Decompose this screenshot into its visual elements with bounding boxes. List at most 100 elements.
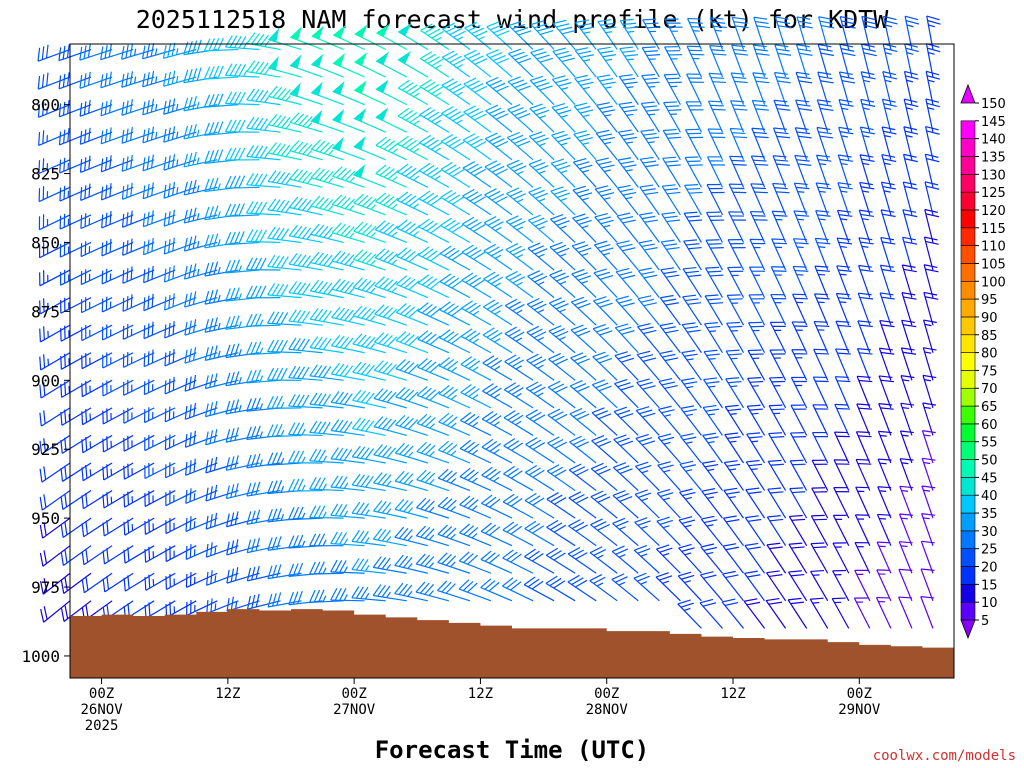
barb-half <box>413 120 420 126</box>
barb-full <box>443 303 455 313</box>
wind-barb <box>60 572 92 594</box>
barb-shaft <box>484 138 513 161</box>
barb-full <box>700 543 715 548</box>
wind-barb <box>837 154 854 188</box>
barb-shaft <box>773 72 787 105</box>
barb-half <box>364 565 370 572</box>
barb-full <box>747 546 761 550</box>
barb-full <box>169 601 172 616</box>
wind-barb <box>288 309 323 326</box>
barb-full <box>882 241 896 245</box>
barb-full <box>815 237 829 241</box>
barb-full <box>925 240 939 245</box>
barb-shaft <box>482 390 513 409</box>
barb-shaft <box>769 349 787 381</box>
barb-shaft <box>351 597 386 602</box>
wind-barb <box>772 182 790 216</box>
barb-full <box>579 136 593 142</box>
barb-shaft <box>923 292 934 326</box>
wind-barb <box>545 547 576 574</box>
barb-full <box>403 501 414 512</box>
wind-barb <box>246 60 281 78</box>
barb-full <box>293 113 304 125</box>
barb-full <box>58 131 62 145</box>
barb-half <box>883 190 891 193</box>
wind-barb <box>612 462 639 491</box>
barb-half <box>264 152 269 159</box>
barb-full <box>441 498 453 509</box>
barb-shaft <box>633 549 660 574</box>
wind-barb <box>660 239 681 271</box>
barb-full <box>163 128 167 143</box>
barb-full <box>339 448 348 461</box>
barb-full <box>401 82 414 91</box>
barb-shaft <box>373 454 407 464</box>
barb-full <box>468 388 480 398</box>
wind-barb <box>163 154 197 171</box>
barb-shaft <box>699 574 723 602</box>
colorbar-swatch <box>960 494 976 514</box>
wind-barb <box>923 264 939 298</box>
barb-full <box>225 372 231 386</box>
barb-full <box>408 308 420 318</box>
barb-full <box>684 184 699 186</box>
barb-full <box>142 213 146 227</box>
barb-shaft <box>225 102 260 106</box>
barb-shaft <box>920 596 934 629</box>
barb-shaft <box>594 216 618 243</box>
barb-full <box>925 185 940 190</box>
barb-full <box>900 402 915 406</box>
barb-full <box>836 265 851 268</box>
barb-half <box>515 420 522 426</box>
barb-half <box>648 113 656 116</box>
barb-full <box>104 156 108 171</box>
wind-barb <box>310 139 344 161</box>
barb-shaft <box>225 186 260 189</box>
barb-full <box>467 24 481 32</box>
wind-barb <box>613 406 639 436</box>
barb-shaft <box>288 348 323 354</box>
barb-full <box>276 311 284 325</box>
barb-shaft <box>267 572 302 580</box>
barb-shaft <box>682 268 702 298</box>
barb-shaft <box>288 405 323 409</box>
barb-full <box>620 188 634 193</box>
barb-full <box>772 182 787 186</box>
barb-full <box>678 571 692 577</box>
barb-full <box>423 137 435 146</box>
barb-full <box>621 274 636 280</box>
wind-barb <box>683 239 702 271</box>
barb-full <box>439 329 451 339</box>
wind-barb <box>267 592 302 608</box>
barb-full <box>60 580 65 594</box>
barb-full <box>352 305 363 317</box>
wind-barb <box>833 487 850 519</box>
barb-full <box>125 72 129 87</box>
barb-full <box>335 279 346 291</box>
barb-shaft <box>922 402 934 436</box>
wind-barb <box>417 330 450 354</box>
barb-full <box>343 421 353 433</box>
barb-shaft <box>552 51 576 78</box>
barb-full <box>883 15 897 21</box>
barb-shaft <box>924 154 934 188</box>
wind-barb <box>288 506 323 521</box>
barb-full <box>489 79 502 87</box>
barb-half <box>902 379 910 382</box>
barb-full <box>419 79 432 88</box>
barb-half <box>407 590 413 597</box>
barb-full <box>238 119 246 133</box>
barb-shaft <box>810 571 829 602</box>
barb-shaft <box>528 191 555 216</box>
wind-barb <box>374 276 407 299</box>
barb-full <box>271 255 280 268</box>
barb-shaft <box>395 396 429 409</box>
barb-shaft <box>788 516 808 546</box>
wind-barb <box>203 121 239 136</box>
barb-shaft <box>205 434 239 446</box>
barb-shaft <box>438 393 471 409</box>
barb-full <box>546 492 559 500</box>
barb-full <box>685 243 700 246</box>
barb-full <box>323 282 333 294</box>
barb-full <box>360 586 369 599</box>
